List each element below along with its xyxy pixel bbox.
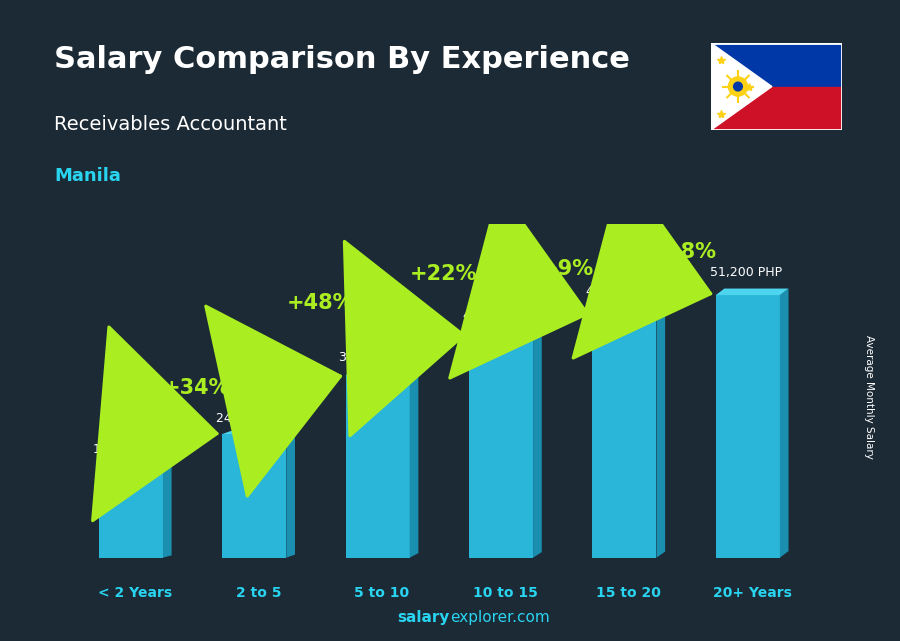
Text: 43,400 PHP: 43,400 PHP (463, 309, 535, 322)
FancyArrowPatch shape (345, 242, 464, 436)
Text: 5 to 10: 5 to 10 (355, 586, 410, 600)
Text: 35,600 PHP: 35,600 PHP (339, 351, 411, 364)
Polygon shape (410, 370, 418, 558)
Text: +8%: +8% (664, 242, 717, 262)
Polygon shape (469, 329, 542, 335)
FancyBboxPatch shape (716, 295, 780, 558)
Polygon shape (656, 309, 665, 558)
Text: 2 to 5: 2 to 5 (236, 586, 282, 600)
FancyBboxPatch shape (469, 335, 533, 558)
FancyArrowPatch shape (450, 190, 588, 378)
Text: Salary Comparison By Experience: Salary Comparison By Experience (54, 45, 630, 74)
Polygon shape (222, 431, 295, 434)
Text: 24,100 PHP: 24,100 PHP (216, 412, 288, 426)
Text: Manila: Manila (54, 167, 121, 185)
Text: 47,300 PHP: 47,300 PHP (586, 285, 658, 298)
Polygon shape (163, 463, 172, 558)
FancyArrowPatch shape (93, 327, 217, 520)
Circle shape (728, 77, 748, 96)
Polygon shape (99, 463, 172, 465)
Text: +48%: +48% (286, 294, 354, 313)
Polygon shape (592, 309, 665, 315)
Polygon shape (716, 288, 788, 295)
Circle shape (734, 82, 742, 91)
Polygon shape (346, 370, 419, 375)
FancyBboxPatch shape (346, 375, 410, 558)
Text: 15 to 20: 15 to 20 (597, 586, 662, 600)
Text: explorer.com: explorer.com (450, 610, 550, 625)
FancyBboxPatch shape (222, 434, 286, 558)
Bar (711, 43, 842, 87)
Text: 10 to 15: 10 to 15 (472, 586, 538, 600)
FancyArrowPatch shape (206, 306, 340, 496)
Text: +22%: +22% (410, 263, 477, 283)
Polygon shape (780, 288, 788, 558)
Text: Average Monthly Salary: Average Monthly Salary (863, 335, 874, 460)
Text: salary: salary (398, 610, 450, 625)
Polygon shape (711, 43, 772, 130)
Bar (711, 87, 842, 130)
Text: < 2 Years: < 2 Years (98, 586, 172, 600)
Polygon shape (286, 431, 295, 558)
FancyArrowPatch shape (573, 170, 711, 358)
Text: 18,000 PHP: 18,000 PHP (93, 443, 165, 456)
Text: +34%: +34% (163, 378, 230, 398)
Text: +9%: +9% (541, 259, 594, 279)
FancyBboxPatch shape (99, 465, 163, 558)
Text: 20+ Years: 20+ Years (713, 586, 792, 600)
Text: 51,200 PHP: 51,200 PHP (709, 267, 782, 279)
FancyBboxPatch shape (592, 315, 656, 558)
Text: Receivables Accountant: Receivables Accountant (54, 115, 287, 135)
Polygon shape (533, 329, 542, 558)
